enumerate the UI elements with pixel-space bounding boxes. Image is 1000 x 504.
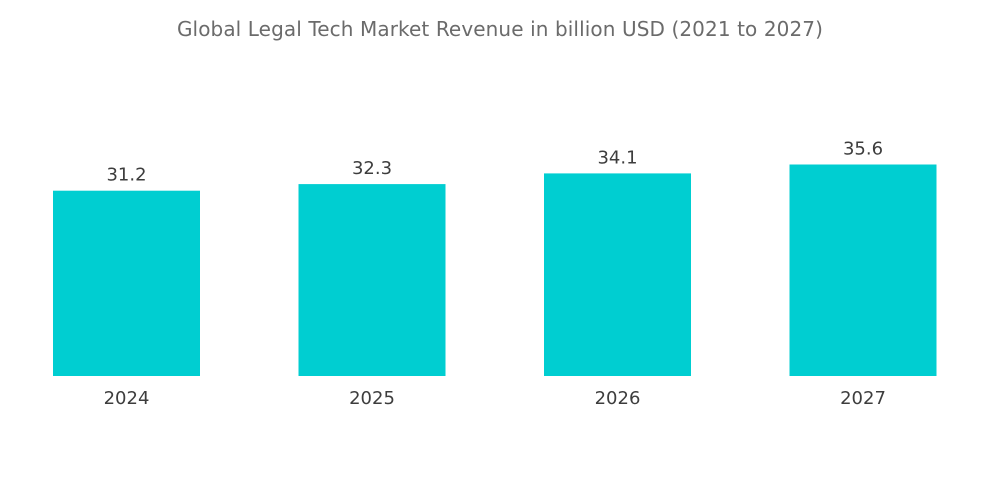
value-labels-group: 31.2 32.3 34.1 35.6	[106, 139, 883, 186]
x-tick-labels-group: 2024 2025 2026 2027	[104, 388, 886, 409]
bars-group	[53, 164, 937, 376]
chart-title: Global Legal Tech Market Revenue in bill…	[176, 17, 824, 41]
x-tick-label-2024: 2024	[104, 388, 150, 409]
x-tick-label-2025: 2025	[349, 388, 395, 409]
bar-2026	[544, 173, 691, 376]
bar-2027	[789, 164, 937, 376]
x-tick-label-2027: 2027	[840, 388, 886, 409]
value-label-2027: 35.6	[843, 139, 883, 160]
value-label-2026: 34.1	[597, 147, 637, 168]
value-label-2025: 32.3	[352, 158, 392, 179]
bar-2024	[53, 190, 200, 376]
bar-2025	[298, 184, 446, 376]
value-label-2024: 31.2	[106, 165, 146, 186]
x-tick-label-2026: 2026	[595, 388, 641, 409]
